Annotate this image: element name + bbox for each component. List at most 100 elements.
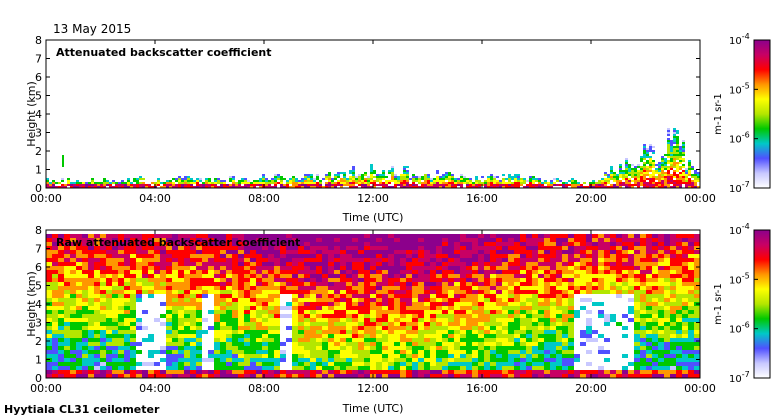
heatmap-cell [400, 270, 406, 274]
heatmap-cell [406, 242, 412, 246]
heatmap-cell [202, 184, 205, 186]
heatmap-cell [292, 250, 298, 254]
heatmap-cell [496, 250, 502, 254]
heatmap-cell [442, 274, 448, 278]
heatmap-cell [556, 178, 559, 180]
heatmap-cell [94, 366, 100, 370]
heatmap-cell [376, 338, 382, 342]
heatmap-cell [682, 152, 685, 154]
heatmap-cell [673, 184, 676, 186]
heatmap-cell [79, 184, 82, 186]
heatmap-cell [394, 310, 400, 314]
heatmap-cell [508, 298, 514, 302]
heatmap-cell [448, 242, 454, 246]
heatmap-cell [184, 310, 190, 314]
heatmap-cell [214, 270, 220, 274]
heatmap-cell [598, 366, 604, 370]
heatmap-cell [319, 184, 322, 186]
heatmap-cell [652, 346, 658, 350]
heatmap-cell [70, 270, 76, 274]
heatmap-cell [304, 290, 310, 294]
heatmap-cell [664, 164, 667, 166]
heatmap-cell [214, 184, 217, 186]
heatmap-cell [364, 362, 370, 366]
heatmap-cell [328, 290, 334, 294]
heatmap-cell [184, 358, 190, 362]
heatmap-cell [232, 274, 238, 278]
heatmap-cell [634, 262, 640, 266]
heatmap-cell [370, 180, 373, 182]
heatmap-cell [436, 182, 439, 184]
heatmap-cell [268, 278, 274, 282]
heatmap-cell [412, 238, 418, 242]
heatmap-cell [436, 362, 442, 366]
heatmap-cell [550, 234, 556, 238]
heatmap-cell [496, 274, 502, 278]
heatmap-cell [580, 262, 586, 266]
heatmap-cell [664, 176, 667, 178]
heatmap-cell [259, 180, 262, 182]
heatmap-cell [466, 310, 472, 314]
heatmap-cell [298, 374, 304, 378]
heatmap-cell [682, 278, 688, 282]
heatmap-cell [370, 358, 376, 362]
heatmap-cell [676, 342, 682, 346]
heatmap-cell [217, 178, 220, 180]
heatmap-cell [439, 186, 442, 188]
heatmap-cell [112, 290, 118, 294]
heatmap-cell [340, 282, 346, 286]
heatmap-cell [574, 184, 577, 186]
heatmap-cell [424, 362, 430, 366]
heatmap-cell [76, 246, 82, 250]
heatmap-cell [256, 234, 262, 238]
heatmap-cell [454, 290, 460, 294]
heatmap-cell [529, 186, 532, 188]
heatmap-cell [406, 172, 409, 174]
heatmap-cell [658, 174, 661, 176]
heatmap-cell [691, 182, 694, 184]
heatmap-cell [544, 350, 550, 354]
heatmap-cell [580, 254, 586, 258]
heatmap-cell [202, 294, 208, 298]
heatmap-cell [175, 180, 178, 182]
heatmap-cell [379, 182, 382, 184]
heatmap-cell [616, 278, 622, 282]
heatmap-cell [562, 358, 568, 362]
heatmap-cell [298, 366, 304, 370]
heatmap-cell [352, 278, 358, 282]
heatmap-cell [466, 258, 472, 262]
heatmap-cell [604, 234, 610, 238]
heatmap-cell [400, 330, 406, 334]
heatmap-cell [250, 358, 256, 362]
heatmap-cell [682, 350, 688, 354]
x-tick-label: 20:00 [575, 192, 607, 205]
heatmap-cell [490, 178, 493, 180]
heatmap-cell [556, 322, 562, 326]
heatmap-cell [670, 144, 673, 146]
heatmap-cell [544, 354, 550, 358]
heatmap-cell [424, 322, 430, 326]
heatmap-cell [520, 180, 523, 182]
heatmap-cell [46, 290, 52, 294]
heatmap-cell [625, 158, 628, 160]
heatmap-cell [286, 238, 292, 242]
heatmap-cell [208, 246, 214, 250]
heatmap-cell [460, 290, 466, 294]
heatmap-cell [250, 338, 256, 342]
heatmap-cell [136, 262, 142, 266]
heatmap-cell [256, 322, 262, 326]
heatmap-cell [454, 302, 460, 306]
heatmap-cell [244, 274, 250, 278]
heatmap-cell [562, 250, 568, 254]
y-tick-label: 8 [35, 34, 42, 47]
heatmap-cell [364, 286, 370, 290]
heatmap-cell [310, 302, 316, 306]
heatmap-cell [46, 326, 52, 330]
heatmap-cell [292, 374, 298, 378]
heatmap-cell [289, 178, 292, 180]
heatmap-cell [592, 286, 598, 290]
heatmap-cell [220, 246, 226, 250]
heatmap-cell [64, 350, 70, 354]
heatmap-cell [364, 278, 370, 282]
heatmap-cell [487, 182, 490, 184]
